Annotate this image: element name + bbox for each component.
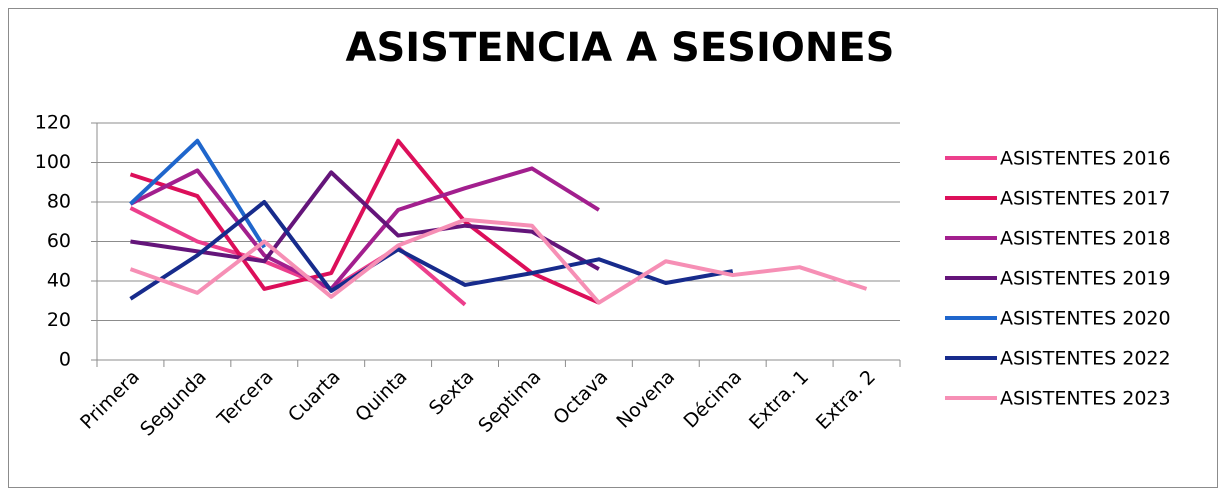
legend-label: ASISTENTES 2020 bbox=[1000, 308, 1171, 330]
legend-label: ASISTENTES 2022 bbox=[1000, 348, 1171, 370]
y-tick-label: 40 bbox=[47, 270, 71, 292]
series-line bbox=[129, 166, 600, 291]
y-tick-label: 80 bbox=[47, 191, 71, 213]
y-tick-label: 20 bbox=[47, 309, 71, 331]
legend-label: ASISTENTES 2018 bbox=[1000, 228, 1171, 250]
y-tick-label: 0 bbox=[59, 349, 71, 371]
series-line bbox=[129, 138, 600, 305]
legend-label: ASISTENTES 2023 bbox=[1000, 388, 1171, 410]
chart-border bbox=[8, 8, 1218, 488]
legend-label: ASISTENTES 2017 bbox=[1000, 188, 1171, 210]
y-tick-label: 60 bbox=[47, 230, 71, 252]
chart-title: ASISTENCIA A SESIONES bbox=[346, 25, 895, 71]
series-line bbox=[129, 200, 734, 301]
y-tick-label: 120 bbox=[35, 112, 71, 134]
legend-label: ASISTENTES 2016 bbox=[1000, 148, 1171, 170]
y-tick-label: 100 bbox=[35, 151, 71, 173]
legend-label: ASISTENTES 2019 bbox=[1000, 268, 1171, 290]
series-line bbox=[130, 170, 600, 271]
series-line bbox=[129, 138, 266, 249]
series-line bbox=[129, 217, 868, 305]
